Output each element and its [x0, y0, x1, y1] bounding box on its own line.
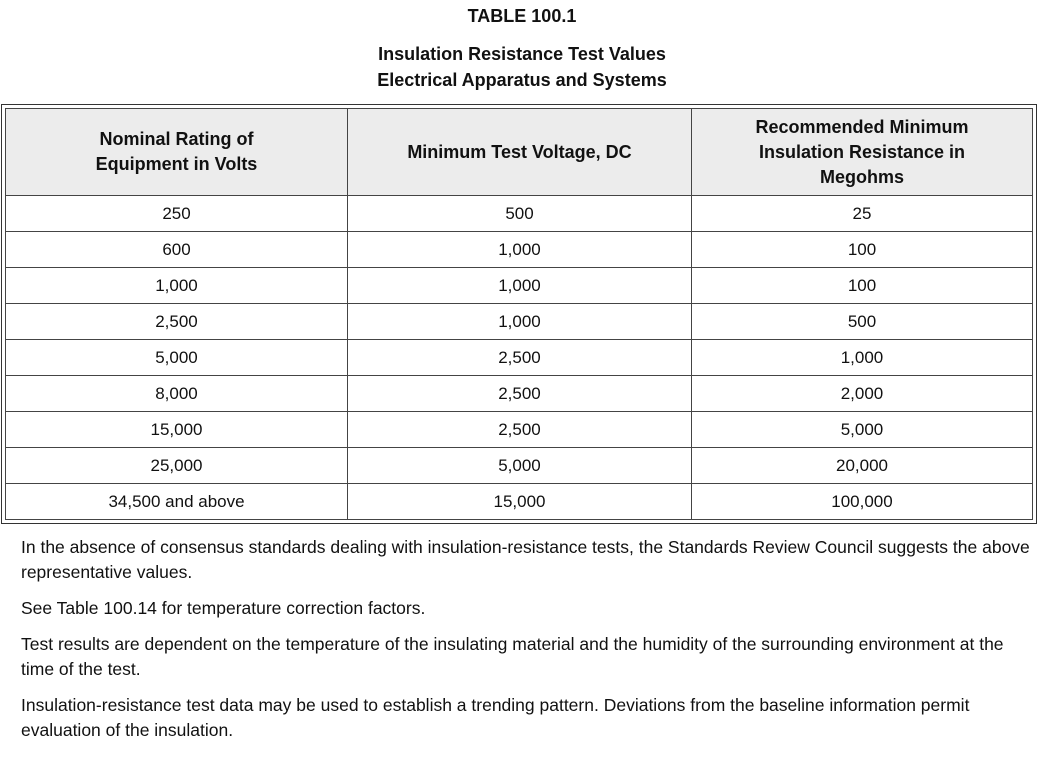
resistance-cell: 100 — [691, 231, 1033, 268]
nominal-rating-cell: 34,500 and above — [5, 483, 348, 520]
nominal-rating-cell: 15,000 — [5, 411, 348, 448]
resistance-cell: 2,000 — [691, 375, 1033, 412]
table-row: 8,000 2,500 2,000 — [5, 375, 1033, 412]
nominal-rating-cell: 1,000 — [5, 267, 348, 304]
resistance-cell: 100,000 — [691, 483, 1033, 520]
table-row: 1,000 1,000 100 — [5, 267, 1033, 304]
table-row: 15,000 2,500 5,000 — [5, 411, 1033, 448]
test-voltage-cell: 500 — [347, 195, 692, 232]
test-voltage-cell: 15,000 — [347, 483, 692, 520]
test-voltage-cell: 1,000 — [347, 267, 692, 304]
note-consensus-standards: In the absence of consensus standards de… — [21, 537, 1030, 582]
nominal-rating-cell: 2,500 — [5, 303, 348, 340]
table-number: TABLE 100.1 — [467, 6, 577, 26]
table-header-row: Nominal Rating of Equipment in Volts Min… — [5, 108, 1033, 196]
header-recommended-minimum-resistance: Recommended Minimum Insulation Resistanc… — [691, 108, 1033, 196]
resistance-cell: 25 — [691, 195, 1033, 232]
note-trending-pattern: Insulation-resistance test data may be u… — [21, 695, 970, 740]
resistance-cell: 5,000 — [691, 411, 1033, 448]
table-title-line-2: Electrical Apparatus and Systems — [377, 70, 667, 90]
note-test-conditions: Test results are dependent on the temper… — [21, 634, 1004, 679]
nominal-rating-cell: 25,000 — [5, 447, 348, 484]
insulation-resistance-table: Nominal Rating of Equipment in Volts Min… — [5, 108, 1033, 520]
table-row: 250 500 25 — [5, 195, 1033, 232]
table-notes: In the absence of consensus standards de… — [21, 535, 1031, 754]
nominal-rating-cell: 600 — [5, 231, 348, 268]
test-voltage-cell: 2,500 — [347, 375, 692, 412]
test-voltage-cell: 2,500 — [347, 339, 692, 376]
nominal-rating-cell: 250 — [5, 195, 348, 232]
resistance-cell: 1,000 — [691, 339, 1033, 376]
table-frame: Nominal Rating of Equipment in Volts Min… — [1, 104, 1037, 524]
note-temperature-correction: See Table 100.14 for temperature correct… — [21, 598, 426, 618]
resistance-cell: 500 — [691, 303, 1033, 340]
test-voltage-cell: 1,000 — [347, 231, 692, 268]
test-voltage-cell: 2,500 — [347, 411, 692, 448]
resistance-cell: 20,000 — [691, 447, 1033, 484]
nominal-rating-cell: 5,000 — [5, 339, 348, 376]
table-row: 5,000 2,500 1,000 — [5, 339, 1033, 376]
table-row: 600 1,000 100 — [5, 231, 1033, 268]
table-title-line-1: Insulation Resistance Test Values — [378, 44, 666, 64]
nominal-rating-cell: 8,000 — [5, 375, 348, 412]
table-row: 2,500 1,000 500 — [5, 303, 1033, 340]
resistance-cell: 100 — [691, 267, 1033, 304]
table-row: 25,000 5,000 20,000 — [5, 447, 1033, 484]
table-row: 34,500 and above 15,000 100,000 — [5, 483, 1033, 520]
header-minimum-test-voltage: Minimum Test Voltage, DC — [347, 108, 692, 196]
test-voltage-cell: 1,000 — [347, 303, 692, 340]
test-voltage-cell: 5,000 — [347, 447, 692, 484]
header-nominal-rating: Nominal Rating of Equipment in Volts — [5, 108, 348, 196]
